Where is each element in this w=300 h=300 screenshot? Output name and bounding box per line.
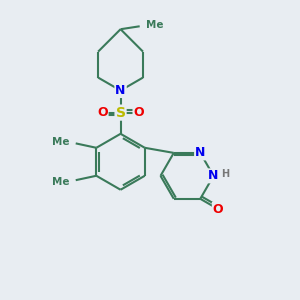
- Text: N: N: [208, 169, 219, 182]
- Text: O: O: [213, 202, 224, 216]
- Text: O: O: [134, 106, 144, 119]
- Text: O: O: [97, 106, 108, 119]
- Text: Me: Me: [146, 20, 164, 30]
- Text: N: N: [195, 146, 206, 159]
- Text: S: S: [116, 106, 126, 120]
- Text: Me: Me: [52, 177, 69, 187]
- Text: Me: Me: [52, 137, 69, 147]
- Text: H: H: [221, 169, 229, 179]
- Text: N: N: [116, 84, 126, 97]
